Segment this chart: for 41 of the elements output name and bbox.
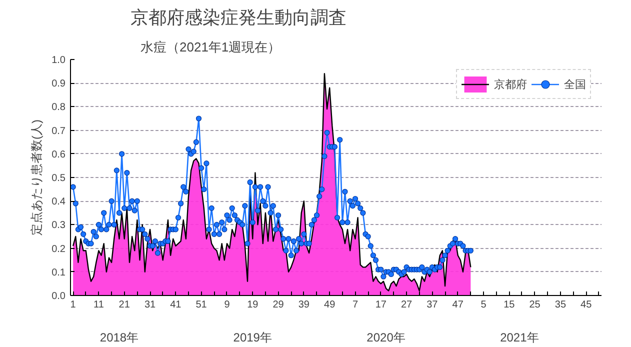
y-tick-label: 0.2 (52, 244, 66, 255)
x-tick-label: 29 (272, 300, 284, 310)
y-tick-label: 1.0 (52, 55, 66, 66)
x-tick-label: 27 (400, 300, 413, 310)
x-tick-label: 45 (580, 300, 592, 310)
y-tick-label: 0.4 (52, 196, 66, 208)
y-tick-label: 0.9 (52, 78, 66, 90)
x-tick-label: 31 (144, 300, 156, 310)
x-tick-label: 35 (554, 300, 566, 310)
y-tick-label: 0.3 (52, 220, 66, 232)
x-tick-label: 41 (170, 300, 182, 310)
y-tick-label: 0.0 (52, 291, 66, 302)
y-axis-title: 定点あたり患者数(人) (30, 119, 44, 236)
y-tick-label: 0.7 (52, 126, 66, 137)
text: 2021年 (500, 330, 539, 344)
legend-label: 全国 (564, 78, 586, 92)
legend-label: 京都府 (494, 78, 527, 92)
x-tick-label: 11 (94, 300, 104, 310)
y-tick-label: 0.8 (52, 102, 66, 114)
x-tick-label: 21 (118, 300, 130, 310)
x-tick-label: 49 (324, 300, 336, 310)
x-tick-label: 39 (298, 300, 310, 310)
x-tick-label: 9 (224, 300, 230, 310)
y-tick-label: 0.5 (52, 173, 66, 184)
x-tick-label: 47 (452, 300, 464, 310)
x-tick-label: 51 (196, 300, 208, 310)
x-tick-label: 25 (529, 300, 541, 310)
x-tick-label: 17 (375, 300, 387, 310)
x-tick-label: 15 (504, 300, 516, 310)
text: 2020年 (366, 330, 406, 344)
x-tick-label: 19 (247, 300, 259, 310)
x-tick-label: 1 (70, 300, 76, 310)
chart-subtitle: 水痘（2021年1週現在） (140, 40, 281, 54)
y-tick-label: 0.6 (52, 149, 66, 160)
text: 2018年 (100, 330, 139, 344)
x-tick-label: 37 (426, 300, 438, 310)
text: 2019年 (233, 330, 272, 344)
y-tick-label: 0.1 (52, 267, 66, 278)
chart-title: 京都府感染症発生動向調査 (130, 8, 346, 28)
x-tick-label: 7 (352, 300, 358, 310)
x-tick-label: 5 (480, 300, 487, 310)
